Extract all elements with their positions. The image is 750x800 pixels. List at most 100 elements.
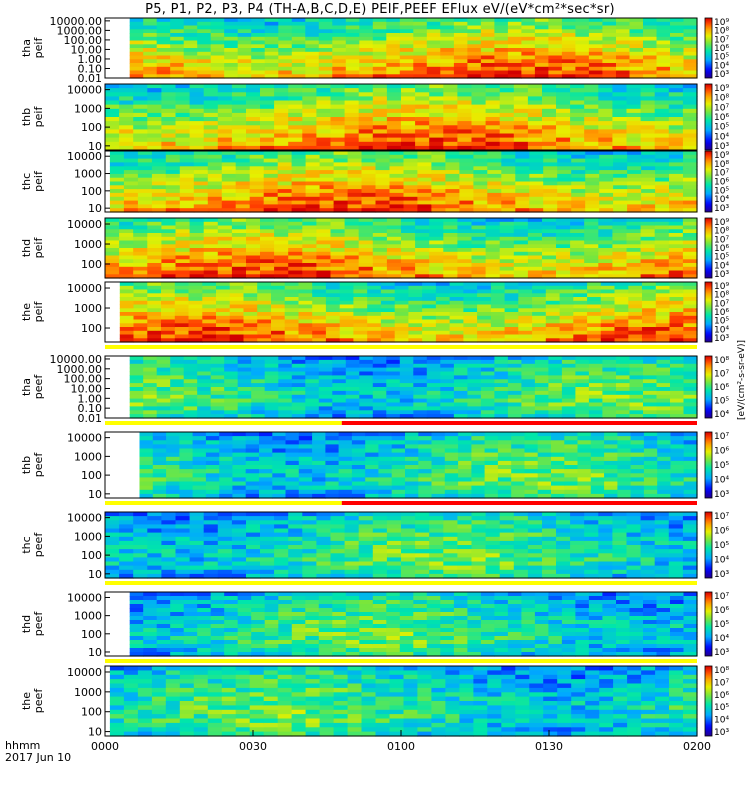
heatmap-cell [524, 460, 539, 466]
heatmap-cell [203, 125, 219, 130]
heatmap-cell [600, 289, 616, 294]
ytick-label: 100 [81, 121, 102, 134]
heatmap-cell [507, 36, 522, 42]
heatmap-cell [401, 92, 416, 97]
heatmap-cell [585, 181, 600, 186]
heatmap-cell [590, 436, 605, 441]
heatmap-cell [403, 204, 419, 209]
heatmap-cell [556, 221, 571, 227]
heatmap-cell [312, 308, 327, 313]
heatmap-cell [305, 21, 320, 27]
heatmap-cell [221, 200, 237, 205]
heatmap-cell [643, 33, 658, 38]
heatmap-cell [119, 266, 134, 272]
heatmap-cell [484, 440, 499, 445]
heatmap-cell [264, 59, 279, 64]
heatmap-cell [338, 452, 353, 458]
heatmap-cell [237, 379, 252, 384]
heatmap-cell [291, 36, 306, 42]
heatmap-cell [683, 154, 698, 160]
heatmap-cell [188, 289, 203, 294]
heatmap-cell [529, 200, 544, 205]
heatmap-cell [557, 192, 572, 198]
heatmap-cell [602, 356, 617, 361]
heatmap-cell [183, 383, 198, 388]
heatmap-cell [445, 208, 460, 213]
heatmap-cell [277, 177, 293, 183]
heatmap-cell [133, 289, 148, 294]
heatmap-cell [189, 121, 205, 126]
heatmap-cell [477, 338, 492, 343]
heatmap-cell [628, 289, 643, 294]
heatmap-cell [359, 74, 374, 79]
heatmap-cell [435, 285, 451, 291]
heatmap-cell [260, 251, 275, 257]
heatmap-cell [161, 229, 177, 234]
heatmap-cell [630, 436, 645, 441]
heatmap-cell [203, 112, 219, 118]
heatmap-cell [612, 117, 628, 122]
heatmap-cell [626, 104, 642, 110]
heatmap-cell [386, 274, 402, 279]
heatmap-cell [246, 259, 261, 264]
heatmap-cell [129, 359, 144, 365]
heatmap-cell [367, 312, 382, 317]
heatmap-cell [518, 330, 533, 336]
heatmap-cell [449, 308, 464, 313]
heatmap-cell [386, 145, 402, 151]
heatmap-cell [332, 356, 347, 361]
heatmap-cell [654, 259, 670, 264]
heatmap-cell [378, 485, 393, 491]
heatmap-cell [203, 218, 219, 223]
heatmap-cell [559, 285, 574, 291]
heatmap-cell [588, 379, 603, 384]
heatmap-cell [529, 173, 544, 179]
heatmap-cell [264, 390, 279, 396]
heatmap-cell [575, 59, 590, 64]
heatmap-cell [156, 18, 171, 23]
heatmap-cell [612, 92, 628, 97]
heatmap-cell [183, 402, 198, 407]
heatmap-cell [444, 436, 459, 441]
heatmap-cell [312, 319, 327, 324]
heatmap-cell [415, 255, 430, 260]
heatmap-cell [499, 84, 515, 89]
heatmap-cell [332, 63, 347, 68]
heatmap-cell [584, 236, 599, 242]
heatmap-cell [105, 92, 120, 97]
heatmap-cell [642, 315, 657, 321]
heatmap-cell [458, 485, 472, 491]
heatmap-cell [598, 129, 613, 135]
heatmap-cell [643, 21, 658, 27]
heatmap-cell [259, 452, 273, 458]
heatmap-cell [494, 414, 509, 419]
heatmap-cell [534, 25, 549, 30]
heatmap-cell [372, 263, 388, 268]
heatmap-cell [291, 44, 306, 49]
heatmap-cell [683, 29, 698, 34]
heatmap-cell [463, 338, 478, 343]
heatmap-cell [435, 312, 451, 317]
heatmap-cell [513, 259, 529, 264]
heatmap-cell [401, 218, 416, 223]
heatmap-cell [431, 460, 446, 466]
heatmap-cell [542, 218, 557, 223]
heatmap-cell [683, 40, 698, 45]
heatmap-cell [245, 432, 260, 437]
heatmap-cell [291, 151, 307, 156]
heatmap-cell [471, 84, 487, 89]
heatmap-cell [626, 133, 642, 139]
colorbar-tick-label: 10⁶ [714, 244, 729, 254]
heatmap-cell [143, 367, 158, 373]
heatmap-cell [670, 452, 685, 458]
heatmap-cell [511, 469, 526, 474]
heatmap-cell [251, 74, 266, 79]
heatmap-cell [613, 196, 628, 202]
heatmap-cell [443, 145, 458, 151]
heatmap-cell [405, 477, 419, 483]
heatmap-cell [399, 36, 414, 42]
heatmap-cell [435, 289, 451, 294]
heatmap-cell [656, 48, 671, 53]
heatmap-cell [494, 387, 509, 392]
heatmap-cell [513, 244, 529, 249]
